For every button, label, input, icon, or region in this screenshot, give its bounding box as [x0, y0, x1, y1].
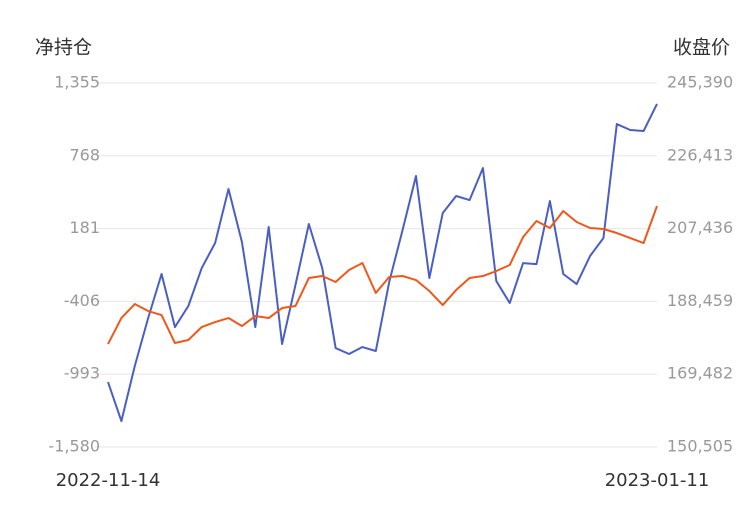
y2-axis-title: 收盘价	[673, 37, 730, 59]
y2-tick-label: 169,482	[667, 364, 733, 383]
y2-tick-label: 226,413	[667, 145, 733, 164]
y-tick-label: -406	[64, 291, 100, 310]
y2-tick-label: 150,505	[667, 437, 733, 456]
y2-tick-label: 245,390	[667, 73, 733, 92]
x-tick-label: 2023-01-11	[605, 470, 710, 491]
y-axis-title: 净持仓	[35, 37, 92, 59]
y-tick-label: 1,355	[54, 73, 100, 92]
line-series	[107, 103, 658, 423]
y-tick-label: 768	[69, 145, 100, 164]
y2-tick-label: 207,436	[667, 218, 733, 237]
y-tick-label: 181	[69, 218, 100, 237]
y2-tick-label: 188,459	[667, 291, 733, 310]
x-tick-label: 2022-11-14	[56, 470, 161, 491]
y-tick-label: -993	[64, 364, 100, 383]
line-series	[107, 205, 658, 345]
y-tick-label: -1,580	[48, 437, 100, 456]
